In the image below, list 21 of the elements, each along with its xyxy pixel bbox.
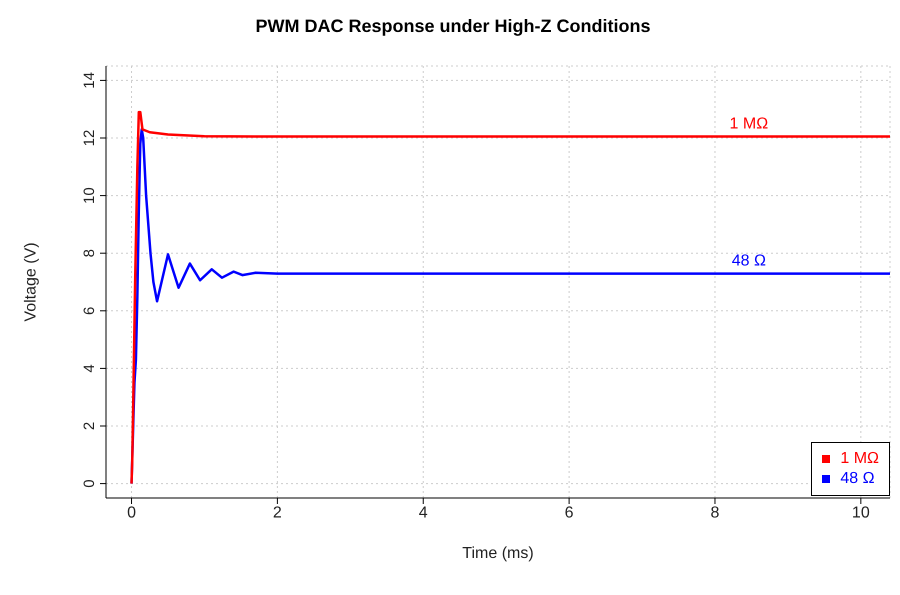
legend-label: 1 MΩ bbox=[840, 449, 879, 469]
x-axis-title: Time (ms) bbox=[462, 545, 534, 562]
y-tick-label: 12 bbox=[81, 130, 98, 146]
x-tick-label: 2 bbox=[272, 504, 282, 522]
x-tick-label: 6 bbox=[564, 504, 574, 522]
x-tick-label: 10 bbox=[852, 504, 870, 522]
y-tick-label: 4 bbox=[81, 364, 98, 373]
legend-label: 48 Ω bbox=[840, 469, 875, 489]
y-tick-label: 2 bbox=[81, 422, 98, 430]
chart-title: PWM DAC Response under High-Z Conditions bbox=[254, 16, 652, 37]
y-tick-label: 8 bbox=[81, 249, 98, 258]
y-tick-label: 10 bbox=[81, 187, 98, 204]
x-tick-label: 0 bbox=[127, 504, 136, 522]
y-axis-title: Voltage (V) bbox=[22, 242, 40, 322]
y-tick-label: 0 bbox=[81, 479, 98, 488]
annotation: 48 Ω bbox=[732, 252, 766, 270]
y-tick-label: 14 bbox=[81, 72, 98, 89]
annotation: 1 MΩ bbox=[730, 116, 768, 133]
x-tick-label: 4 bbox=[418, 504, 428, 522]
x-tick-label: 8 bbox=[710, 504, 720, 522]
y-tick-label: 6 bbox=[81, 306, 98, 315]
